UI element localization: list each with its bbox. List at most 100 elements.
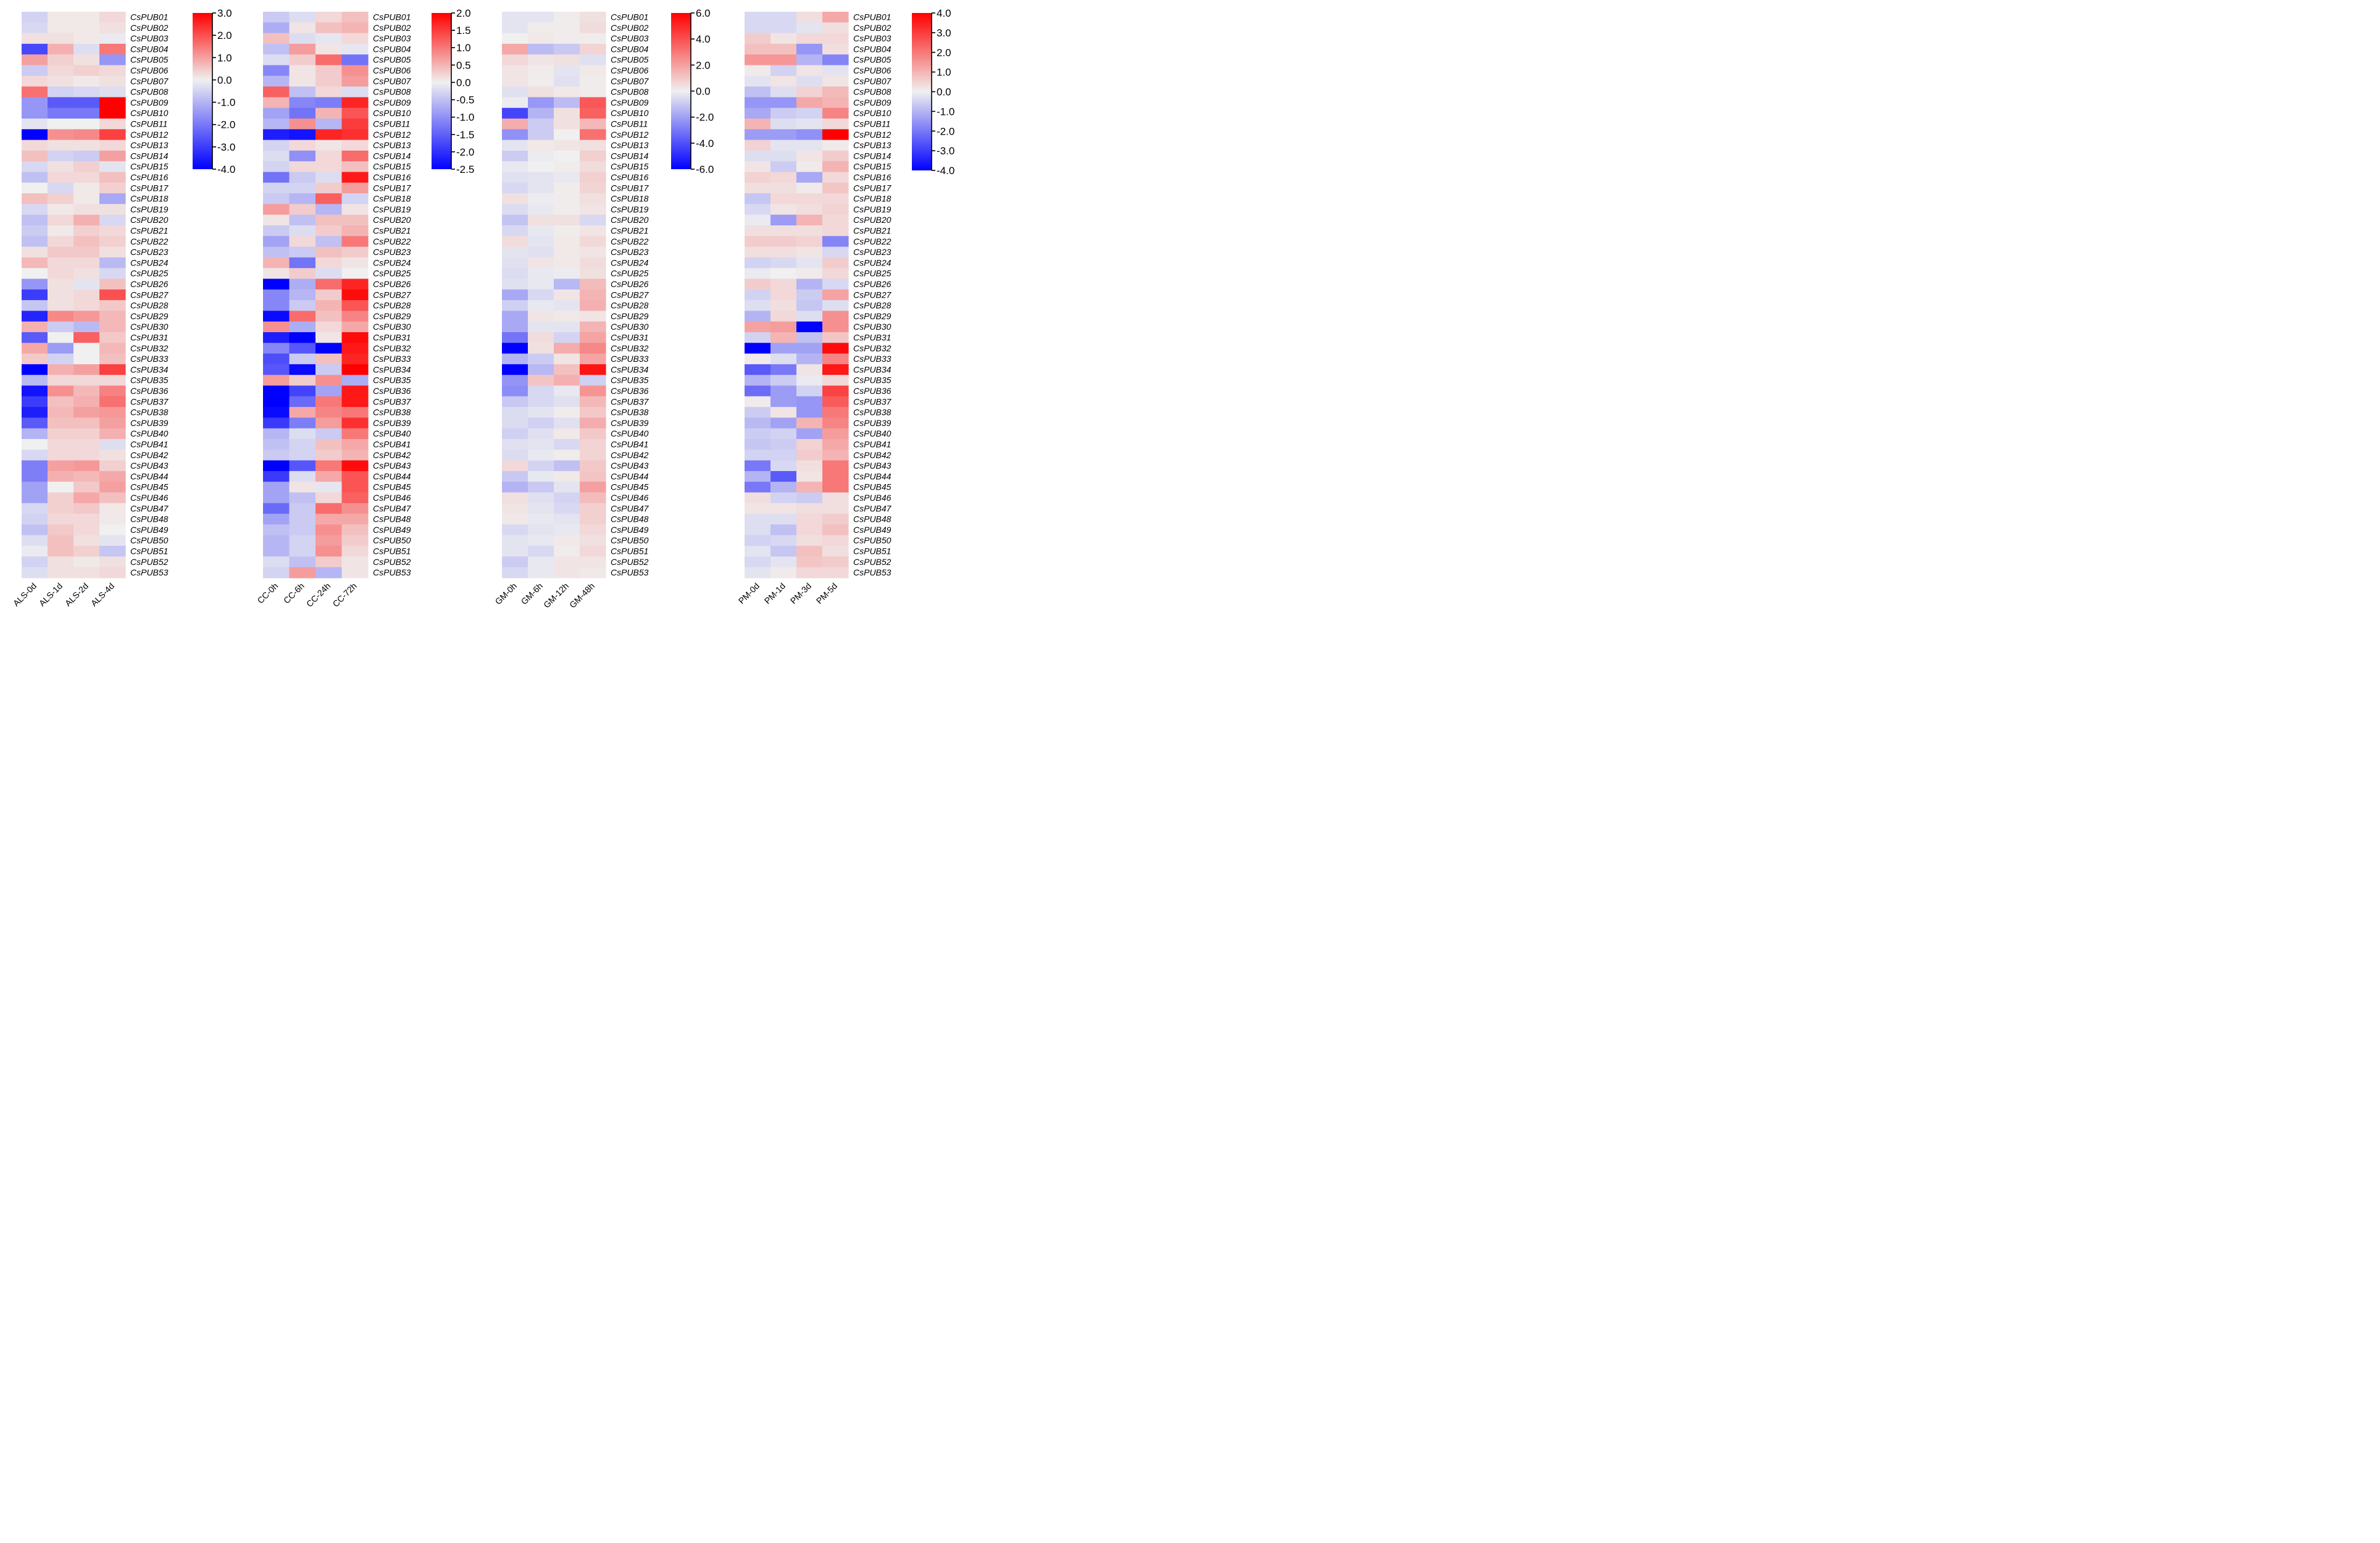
heatmap-cell xyxy=(73,482,100,493)
heatmap-cell xyxy=(99,556,126,568)
heatmap-cell xyxy=(580,140,606,151)
gene-label: CsPUB41 xyxy=(611,439,648,449)
heatmap-cell xyxy=(502,12,528,23)
gene-label: CsPUB16 xyxy=(853,172,891,182)
heatmap-cell xyxy=(528,107,554,119)
heatmap-cell xyxy=(745,75,771,87)
heatmap-cell xyxy=(796,300,823,311)
gene-label: CsPUB46 xyxy=(130,493,169,503)
colorbar-tick-label: 2.0 xyxy=(217,30,232,41)
heatmap-cell xyxy=(745,470,771,482)
heatmap-cell xyxy=(822,417,849,429)
heatmap-cell xyxy=(822,470,849,482)
gene-label: CsPUB10 xyxy=(373,108,411,118)
heatmap-cell xyxy=(73,396,100,408)
heatmap-cell xyxy=(528,450,554,461)
heatmap-cell xyxy=(263,43,290,55)
heatmap-cell xyxy=(580,214,606,226)
heatmap-cell xyxy=(22,482,48,493)
heatmap-cell xyxy=(822,407,849,418)
heatmap-cell xyxy=(289,343,316,354)
heatmap-cell xyxy=(73,278,100,290)
heatmap-cell xyxy=(315,364,343,375)
heatmap-cell xyxy=(770,172,797,183)
heatmap-cell xyxy=(48,43,74,55)
heatmap-cell xyxy=(796,268,823,280)
colorbar-tick-label: 3.0 xyxy=(937,27,951,39)
heatmap-cell xyxy=(341,514,369,525)
colorbar-tick-label: -2.0 xyxy=(456,146,474,158)
gene-label: CsPUB30 xyxy=(611,322,649,332)
heatmap-cell xyxy=(528,182,554,194)
heatmap-cell xyxy=(770,65,797,77)
heatmap-cell xyxy=(22,514,48,525)
heatmap-cell xyxy=(796,140,823,151)
heatmap-cell xyxy=(289,364,316,375)
gene-label: CsPUB42 xyxy=(611,450,649,460)
heatmap-cell xyxy=(528,150,554,162)
heatmap-cell xyxy=(22,204,48,215)
heatmap-cell xyxy=(341,97,369,109)
gene-label: CsPUB11 xyxy=(611,119,648,128)
colorbar-tick-label: -3.0 xyxy=(217,141,235,153)
heatmap-cell xyxy=(341,107,369,119)
gene-label: CsPUB16 xyxy=(611,172,649,182)
gene-label: CsPUB15 xyxy=(853,162,891,172)
heatmap-cell xyxy=(770,86,797,98)
heatmap-cell xyxy=(341,86,369,98)
gene-label: CsPUB28 xyxy=(130,301,169,311)
heatmap-panel-4: CsPUB01CsPUB02CsPUB03CsPUB04CsPUB05CsPUB… xyxy=(737,7,955,606)
gene-label: CsPUB48 xyxy=(130,514,169,524)
gene-label: CsPUB42 xyxy=(853,450,891,460)
heatmap-cell xyxy=(99,140,126,151)
heatmap-cell xyxy=(341,119,369,130)
heatmap-cell xyxy=(289,33,316,44)
heatmap-cell xyxy=(263,300,290,311)
heatmap-cell xyxy=(502,150,528,162)
heatmap-cell xyxy=(22,428,48,440)
heatmap-cell xyxy=(502,246,528,258)
heatmap-cell xyxy=(528,257,554,269)
heatmap-cell xyxy=(822,300,849,311)
heatmap-cell xyxy=(554,65,580,77)
column-label: PM-3d xyxy=(788,581,813,606)
heatmap-cell xyxy=(22,214,48,226)
gene-label: CsPUB07 xyxy=(373,76,412,86)
gene-label: CsPUB07 xyxy=(853,76,892,86)
heatmap-cell xyxy=(289,54,316,66)
heatmap-cell xyxy=(263,236,290,248)
gene-label: CsPUB43 xyxy=(130,461,169,470)
heatmap-cell xyxy=(99,204,126,215)
heatmap-cell xyxy=(796,193,823,204)
gene-label: CsPUB38 xyxy=(611,408,649,417)
heatmap-cell xyxy=(745,107,771,119)
heatmap-cell xyxy=(263,97,290,109)
heatmap-cell xyxy=(341,556,369,568)
heatmap-cell xyxy=(341,289,369,301)
gene-label: CsPUB52 xyxy=(853,557,891,567)
heatmap-cell xyxy=(770,204,797,215)
heatmap-cell xyxy=(528,65,554,77)
heatmap-cell xyxy=(22,503,48,514)
gene-label: CsPUB37 xyxy=(853,396,892,406)
heatmap-cell xyxy=(580,332,606,343)
heatmap-cell xyxy=(796,75,823,87)
gene-label: CsPUB43 xyxy=(611,461,649,470)
heatmap-cell xyxy=(770,22,797,34)
column-label: ALS-1d xyxy=(37,581,64,608)
colorbar-tick-label: -2.0 xyxy=(217,119,235,131)
gene-label: CsPUB05 xyxy=(130,55,169,65)
heatmap-cell xyxy=(528,268,554,280)
gene-label: CsPUB42 xyxy=(130,450,169,460)
heatmap-cell xyxy=(263,460,290,472)
heatmap-cell xyxy=(289,407,316,418)
heatmap-cell xyxy=(822,428,849,440)
gene-label: CsPUB40 xyxy=(611,429,649,438)
heatmap-cell xyxy=(502,278,528,290)
heatmap-cell xyxy=(770,193,797,204)
heatmap-cell xyxy=(73,119,100,130)
colorbar-tick-label: 3.0 xyxy=(217,7,232,19)
gene-label: CsPUB18 xyxy=(611,194,649,204)
heatmap-cell xyxy=(341,546,369,557)
heatmap-cell xyxy=(502,503,528,514)
